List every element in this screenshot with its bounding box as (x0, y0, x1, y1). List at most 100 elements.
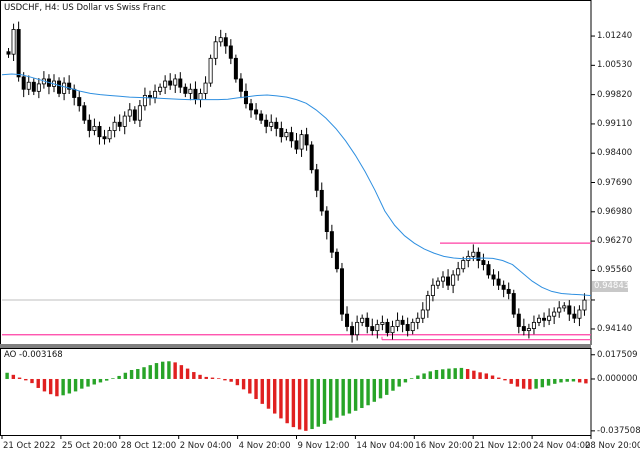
price-tick-label: 0.99110 (597, 118, 633, 129)
candle-body (350, 326, 355, 336)
candle-body (274, 121, 279, 129)
candle-body (456, 268, 461, 276)
candle-body (506, 288, 511, 294)
candle-body (345, 313, 350, 327)
candle-body (203, 82, 208, 94)
moving-average-line[interactable] (1, 73, 592, 297)
candle-body (521, 326, 526, 332)
candle-body (21, 76, 26, 90)
time-tick-label: 28 Oct 12:00 (120, 441, 177, 451)
price-tick-label: 0.96980 (597, 206, 633, 217)
candle-body (562, 305, 567, 309)
candle-body (97, 125, 102, 138)
candle-body (218, 37, 223, 43)
time-tick-label: 16 Nov 20:00 (415, 441, 473, 451)
candle-body (380, 321, 385, 325)
candle-body (259, 113, 264, 121)
candle-body (16, 29, 21, 78)
candle-body (405, 324, 410, 332)
candle-body (324, 210, 329, 233)
candle-body (82, 105, 87, 121)
candle-body (481, 260, 486, 266)
candle-body (547, 315, 552, 321)
time-tick-label: 28 Nov 20:00 (585, 441, 640, 451)
candle-body (289, 132, 294, 142)
candle-body (183, 86, 188, 94)
candle-body (446, 276, 451, 286)
chart-title: USDCHF, H4: US Dollar vs Swiss Franc (4, 3, 166, 13)
candle-body (72, 88, 77, 98)
time-tick-label: 9 Nov 12:00 (297, 441, 350, 451)
candle-body (365, 317, 370, 327)
pane-separator[interactable] (0, 344, 591, 348)
candle-body (441, 276, 446, 282)
price-tick-label: 1.00530 (597, 60, 633, 71)
candle-body (577, 309, 582, 319)
candle-body (304, 134, 309, 146)
candle-body (567, 305, 572, 315)
candle-body (77, 97, 82, 107)
candle-body (557, 307, 562, 313)
candle-body (147, 95, 152, 98)
candle-body (511, 293, 516, 315)
candle-body (228, 45, 233, 59)
time-tick-label: 4 Nov 20:00 (238, 441, 291, 451)
candle-body (385, 321, 390, 334)
candle-body (249, 103, 254, 111)
candle-body (329, 231, 334, 253)
price-tick-label: 0.96270 (597, 236, 633, 247)
candle-body (471, 251, 476, 257)
time-tick-label: 2 Nov 04:00 (179, 441, 232, 451)
candle-body (127, 109, 132, 117)
candle-body (531, 321, 536, 329)
candle-body (355, 321, 360, 336)
candle-body (451, 274, 456, 286)
candle-body (254, 109, 259, 115)
candle-body (153, 90, 158, 98)
candle-body (57, 80, 62, 94)
ao-tick-label: 0.000000 (597, 373, 638, 384)
price-tick-label: 1.01240 (597, 31, 633, 42)
candle-body (142, 95, 147, 107)
candle-body (112, 121, 117, 131)
candle-body (572, 313, 577, 319)
candle-body (269, 121, 274, 127)
candle-body (137, 105, 142, 121)
candle-body (425, 295, 430, 311)
candle-body (299, 134, 304, 150)
candle-body (92, 125, 97, 131)
candle-body (36, 83, 41, 92)
current-price-tag: 0.94843 (592, 281, 630, 292)
candle-body (163, 80, 168, 88)
time-tick-label: 25 Oct 20:00 (61, 441, 118, 451)
price-frame (0, 0, 592, 345)
candle-body (62, 82, 67, 94)
candle-body (319, 189, 324, 212)
time-tick-label: 21 Nov 12:00 (474, 441, 532, 451)
candle-body (542, 317, 547, 321)
candle-body (117, 121, 122, 127)
candle-body (420, 309, 425, 319)
candle-body (486, 264, 491, 276)
candle-body (400, 319, 405, 325)
candle-body (309, 144, 314, 171)
candle-body (193, 88, 198, 100)
candle-body (6, 51, 11, 55)
candle-body (415, 317, 420, 323)
candle-body (294, 140, 299, 150)
candle-body (168, 80, 173, 86)
candle-body (238, 78, 243, 92)
candle-body (158, 86, 163, 92)
candle-body (264, 119, 269, 127)
candle-body (11, 29, 16, 55)
candle-body (476, 251, 481, 261)
candle-body (198, 92, 203, 100)
candle-body (430, 284, 435, 296)
candle-body (284, 132, 289, 138)
candle-body (461, 260, 466, 270)
candle-body (496, 278, 501, 286)
candle-body (390, 326, 395, 334)
candle-body (122, 115, 127, 127)
